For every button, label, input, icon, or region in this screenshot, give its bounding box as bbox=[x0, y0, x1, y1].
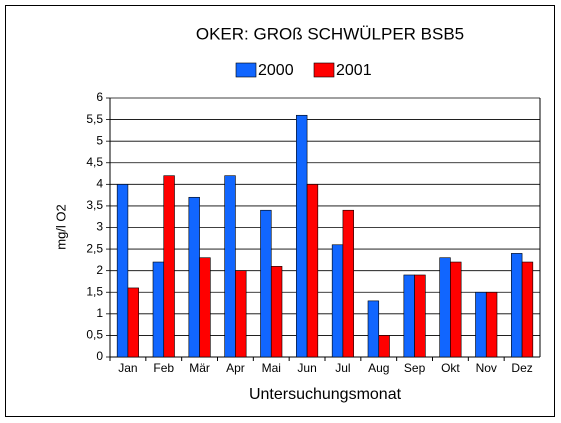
bar bbox=[378, 335, 390, 358]
y-axis-title: mg/l O2 bbox=[53, 204, 68, 250]
legend-label: 2000 bbox=[258, 62, 294, 79]
y-tick-label: 2 bbox=[96, 263, 103, 277]
x-tick-label: Aug bbox=[368, 361, 389, 375]
bar bbox=[475, 291, 487, 358]
bar bbox=[260, 209, 272, 358]
bar bbox=[270, 266, 283, 358]
x-tick-label: Mai bbox=[262, 361, 281, 375]
y-tick-label: 5 bbox=[96, 133, 103, 147]
bar bbox=[485, 291, 498, 358]
y-tick-label: 6 bbox=[96, 90, 103, 104]
x-tick-label: Feb bbox=[153, 361, 174, 375]
bar bbox=[127, 287, 139, 358]
x-tick-label: Mär bbox=[189, 361, 210, 375]
legend-swatch bbox=[235, 62, 257, 78]
y-tick-label: 4 bbox=[96, 177, 103, 191]
bar bbox=[342, 209, 354, 358]
x-tick-label: Sep bbox=[404, 361, 426, 375]
x-tick-label: Dez bbox=[511, 361, 532, 375]
bar bbox=[511, 253, 523, 358]
bar bbox=[224, 175, 236, 358]
bar bbox=[188, 196, 200, 358]
x-tick-label: Jan bbox=[118, 361, 137, 375]
bar bbox=[306, 184, 319, 358]
y-tick-label: 3 bbox=[96, 220, 103, 234]
legend-swatch bbox=[313, 62, 335, 78]
y-tick-label: 3,5 bbox=[86, 198, 103, 212]
bar bbox=[116, 184, 129, 358]
x-tick-label: Jul bbox=[335, 361, 350, 375]
bar bbox=[163, 175, 175, 358]
y-tick-label: 5,5 bbox=[86, 112, 103, 126]
y-tick-label: 4,5 bbox=[86, 155, 103, 169]
bar bbox=[450, 261, 462, 358]
bar bbox=[414, 274, 426, 358]
bar bbox=[521, 261, 534, 358]
x-axis-title: Untersuchungsmonat bbox=[249, 386, 402, 403]
bar bbox=[296, 114, 308, 358]
chart-title: OKER: GROß SCHWÜLPER BSB5 bbox=[196, 24, 464, 43]
x-tick-label: Nov bbox=[476, 361, 497, 375]
bar bbox=[403, 274, 415, 358]
legend-label: 2001 bbox=[336, 62, 372, 79]
bar bbox=[199, 257, 211, 358]
y-tick-label: 0 bbox=[96, 349, 103, 363]
y-tick-label: 1,5 bbox=[86, 284, 103, 298]
x-tick-label: Jun bbox=[297, 361, 316, 375]
bar bbox=[235, 270, 247, 358]
y-tick-label: 2,5 bbox=[86, 241, 103, 255]
bar bbox=[439, 257, 451, 358]
bar bbox=[367, 300, 380, 358]
bar bbox=[152, 261, 165, 358]
y-tick-label: 0,5 bbox=[86, 328, 103, 342]
bar bbox=[331, 244, 344, 358]
x-tick-label: Apr bbox=[226, 361, 245, 375]
y-tick-label: 1 bbox=[96, 306, 103, 320]
x-tick-label: Okt bbox=[441, 361, 460, 375]
